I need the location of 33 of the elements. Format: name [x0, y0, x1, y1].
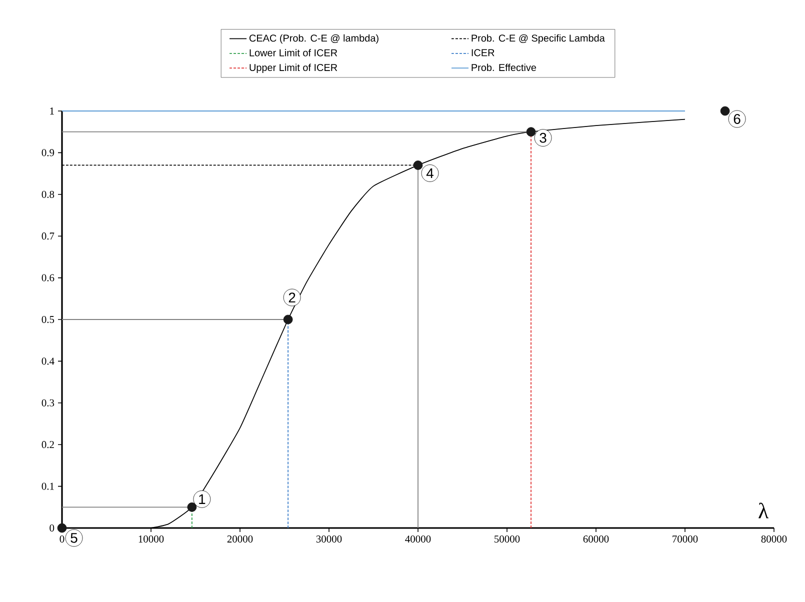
y-tick-label: 0 — [50, 524, 54, 532]
legend-label: Prob. C-E @ Specific Lambda — [472, 34, 605, 44]
legend-label: Upper Limit of ICER — [250, 64, 338, 74]
legend-label: ICER — [472, 49, 494, 56]
annotation: 5 — [70, 533, 78, 543]
x-tick-label: 80000 — [761, 536, 787, 543]
x-tick-label: 30000 — [316, 536, 342, 543]
annotation: 2 — [288, 292, 296, 302]
x-tick-label: 40000 — [405, 536, 431, 543]
x-tick-label: 50000 — [494, 536, 520, 543]
legend-label: CEAC (Prob. C-E @ lambda) — [249, 34, 378, 44]
y-tick-label: 0.6 — [42, 274, 54, 282]
x-tick-label: 60000 — [583, 536, 609, 543]
y-tick-label: 0.1 — [42, 482, 54, 490]
x-tick-label: 10000 — [138, 536, 164, 543]
y-tick-label: 0.9 — [42, 149, 54, 156]
annotation: 1 — [199, 494, 206, 504]
y-tick-label: 0.5 — [42, 316, 54, 324]
y-tick-label: 1 — [50, 108, 54, 114]
annotation: 6 — [734, 114, 740, 124]
x-tick-label: 70000 — [672, 536, 698, 543]
y-tick-label: 0.8 — [42, 190, 54, 198]
x-axis-title: λ — [758, 502, 769, 518]
y-tick-label: 0.2 — [42, 441, 54, 448]
annotation: 3 — [540, 132, 546, 143]
y-tick-label: 0.4 — [42, 358, 54, 365]
y-tick-label: 0.3 — [42, 399, 54, 406]
x-tick-label: 0 — [60, 536, 64, 543]
x-tick-label: 20000 — [227, 536, 253, 543]
y-tick-label: 0.7 — [42, 232, 54, 240]
legend-label: Prob. Effective — [472, 64, 536, 72]
legend-label: Lower Limit of ICER — [250, 49, 338, 56]
annotation: 4 — [426, 168, 434, 178]
